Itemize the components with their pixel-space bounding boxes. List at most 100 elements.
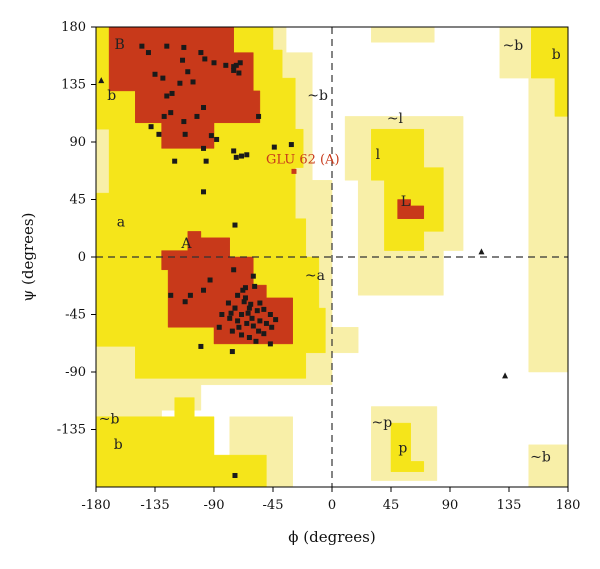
residue-point (267, 312, 273, 317)
residue-point (169, 90, 175, 96)
y-axis-label: ψ (degrees) (19, 213, 37, 302)
residue-point (225, 300, 231, 306)
region-label: b (552, 47, 561, 63)
residue-point (177, 80, 183, 86)
region-label: A (180, 236, 192, 252)
core-region-0 (108, 26, 261, 149)
x-tick-label: 0 (328, 498, 336, 513)
residue-point (261, 331, 267, 337)
x-tick-label: 45 (383, 498, 400, 513)
residue-point (237, 60, 243, 66)
residue-point (207, 277, 213, 283)
residue-point (202, 56, 208, 62)
residue-point (232, 222, 238, 228)
residue-point (241, 299, 247, 305)
region-label: ~b (307, 88, 328, 104)
region-label: b (114, 437, 123, 453)
residue-point (236, 324, 242, 330)
residue-point (239, 153, 245, 159)
residue-point (246, 305, 252, 311)
region-label: B (114, 37, 124, 53)
residue-point (242, 285, 248, 291)
residue-point (229, 349, 235, 355)
annotations: GLU 62 (A) (266, 152, 340, 167)
residue-point (235, 292, 241, 298)
x-axis-label: ϕ (degrees) (288, 528, 375, 546)
data-points (98, 43, 509, 478)
residue-point (148, 124, 154, 130)
residue-point (235, 318, 241, 324)
glycine-point (478, 248, 485, 255)
residue-point (231, 64, 237, 70)
x-tick-label: -180 (81, 498, 110, 513)
residue-point (239, 312, 245, 317)
residue-point (214, 136, 220, 142)
residue-point (269, 324, 275, 330)
residue-point (194, 113, 200, 119)
residue-point (254, 308, 260, 314)
x-tick-label: 180 (556, 498, 581, 513)
residue-point (273, 317, 279, 323)
additional-region-2 (371, 128, 444, 251)
residue-point (164, 43, 170, 49)
residue-point (187, 292, 193, 298)
residue-point (145, 50, 151, 56)
region-label: ~p (371, 415, 392, 431)
y-tick-label: 0 (78, 250, 86, 265)
residue-point (161, 113, 167, 119)
core-region-2 (397, 199, 425, 219)
residue-point (227, 315, 233, 321)
x-tick-label: -135 (140, 498, 169, 513)
residue-point (201, 145, 207, 151)
residue-point (231, 267, 237, 273)
residue-point (257, 300, 263, 306)
residue-point (180, 57, 186, 63)
y-tick-label: -90 (65, 365, 86, 380)
residue-point (156, 131, 162, 137)
residue-point (257, 318, 263, 324)
residue-point (168, 292, 174, 298)
outlier-point (291, 168, 297, 174)
y-tick-label: 180 (61, 20, 86, 35)
residue-point (271, 144, 277, 150)
y-tick-label: 45 (69, 193, 86, 208)
most-favoured-regions (108, 26, 425, 345)
outlier-annotation: GLU 62 (A) (266, 152, 340, 167)
residue-point (219, 312, 225, 317)
residue-point (288, 142, 294, 148)
y-tick-label: -45 (65, 308, 86, 323)
region-label: l (376, 147, 381, 163)
y-axis-ticks: -135 -90 -45 0 45 90 135 180 (57, 20, 96, 438)
generous-region-5 (371, 26, 435, 43)
residue-point (216, 324, 222, 330)
additional-region-4 (390, 422, 425, 472)
residue-point (164, 93, 170, 99)
residue-point (182, 131, 188, 137)
y-tick-label: -135 (57, 423, 86, 438)
residue-point (185, 69, 191, 75)
residue-point (172, 158, 178, 164)
y-tick-label: 90 (69, 135, 86, 150)
residue-point (250, 273, 256, 279)
x-tick-label: -90 (204, 498, 225, 513)
region-label: ~b (503, 38, 524, 54)
residue-point (229, 328, 235, 334)
residue-point (208, 133, 214, 139)
residue-point (168, 110, 174, 116)
region-label: ~a (305, 268, 325, 284)
residue-point (246, 335, 252, 340)
residue-point (263, 320, 269, 326)
residue-point (248, 301, 254, 307)
residue-point (182, 299, 188, 305)
residue-point (244, 152, 250, 158)
reference-lines (96, 27, 568, 487)
residue-point (201, 287, 207, 293)
residue-point (256, 328, 262, 334)
residue-point (236, 70, 242, 76)
x-tick-label: 135 (497, 498, 522, 513)
region-label: ~l (387, 111, 404, 127)
x-tick-label: 90 (442, 498, 459, 513)
residue-point (211, 60, 217, 66)
